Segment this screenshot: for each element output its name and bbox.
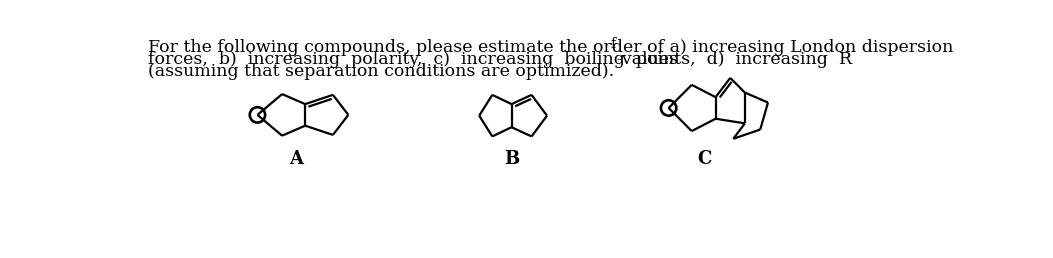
Text: forces,  b)  increasing  polarity,  c)  increasing  boiling  points,  d)  increa: forces, b) increasing polarity, c) incre…	[148, 51, 852, 68]
Text: C: C	[697, 150, 711, 168]
Text: B: B	[504, 150, 519, 168]
Text: -values: -values	[616, 51, 678, 68]
Text: (assuming that separation conditions are optimized).: (assuming that separation conditions are…	[148, 63, 614, 80]
Text: f: f	[610, 37, 615, 51]
Text: For the following compounds, please estimate the order of a) increasing London d: For the following compounds, please esti…	[148, 39, 954, 56]
Text: A: A	[289, 150, 303, 168]
